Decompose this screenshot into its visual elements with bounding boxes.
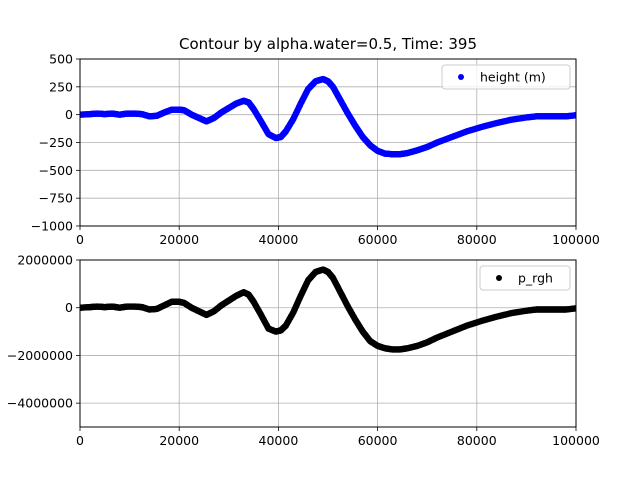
top-chart-xtick-label-4: 80000 — [457, 232, 497, 247]
top-chart-ytick-label-6: −1000 — [31, 219, 73, 234]
top-chart-xtick-label-5: 100000 — [552, 232, 600, 247]
top-chart-point — [572, 112, 576, 119]
top-chart-ytick-label-2: 0 — [65, 107, 73, 122]
top-chart-xtick-label-2: 40000 — [259, 232, 299, 247]
top-chart-points — [80, 75, 576, 158]
bottom-chart-panel: 0 20000 40000 60000 80000 100000 2000000 0 −2000… — [7, 253, 600, 449]
bottom-chart-frame — [79, 259, 577, 428]
top-chart-legend-marker — [458, 74, 464, 80]
bottom-chart-ytick-label-2: −2000000 — [7, 348, 73, 363]
top-chart-xtick-label-1: 20000 — [159, 232, 199, 247]
bottom-chart-points — [80, 266, 576, 353]
bottom-chart-ytick-label-3: −4000000 — [7, 396, 73, 411]
top-chart-ticks: 0 20000 40000 60000 80000 100000 500 250 0 −250 −5… — [31, 52, 600, 248]
top-chart-panel: 0 20000 40000 60000 80000 100000 500 250 0 −250 −5… — [31, 52, 600, 248]
top-chart-legend: height (m) — [441, 64, 571, 90]
bottom-chart-point — [572, 305, 576, 312]
bottom-chart-xtick-label-2: 40000 — [259, 433, 299, 448]
top-chart-ytick-label-4: −500 — [39, 163, 73, 178]
top-chart-ytick-label-1: 250 — [49, 79, 73, 94]
top-chart-legend-label: height (m) — [480, 70, 546, 85]
top-chart-ytick-label-0: 500 — [49, 52, 73, 67]
top-chart-ytick-label-3: −250 — [39, 135, 73, 150]
bottom-chart-xtick-label-0: 0 — [76, 433, 84, 448]
bottom-chart-ticks: 0 20000 40000 60000 80000 100000 2000000 0 −2000… — [7, 253, 600, 449]
top-chart-title: Contour by alpha.water=0.5, Time: 395 — [179, 35, 477, 53]
top-chart-legend-box — [441, 64, 571, 90]
bottom-chart-xtick-label-5: 100000 — [552, 433, 600, 448]
top-chart-ytick-label-5: −750 — [39, 191, 73, 206]
bottom-chart-ytick-label-1: 0 — [65, 300, 73, 315]
bottom-chart-xtick-label-1: 20000 — [159, 433, 199, 448]
bottom-chart-legend-marker — [496, 275, 502, 281]
bottom-chart-xtick-label-4: 80000 — [457, 433, 497, 448]
bottom-chart-legend-box — [479, 265, 571, 291]
bottom-chart-ytick-label-0: 2000000 — [17, 253, 73, 268]
bottom-chart-legend: p_rgh — [479, 265, 571, 291]
top-chart-xtick-label-0: 0 — [76, 232, 84, 247]
bottom-chart-xtick-label-3: 60000 — [358, 433, 398, 448]
top-chart-xtick-label-3: 60000 — [358, 232, 398, 247]
bottom-chart-legend-label: p_rgh — [518, 271, 553, 286]
